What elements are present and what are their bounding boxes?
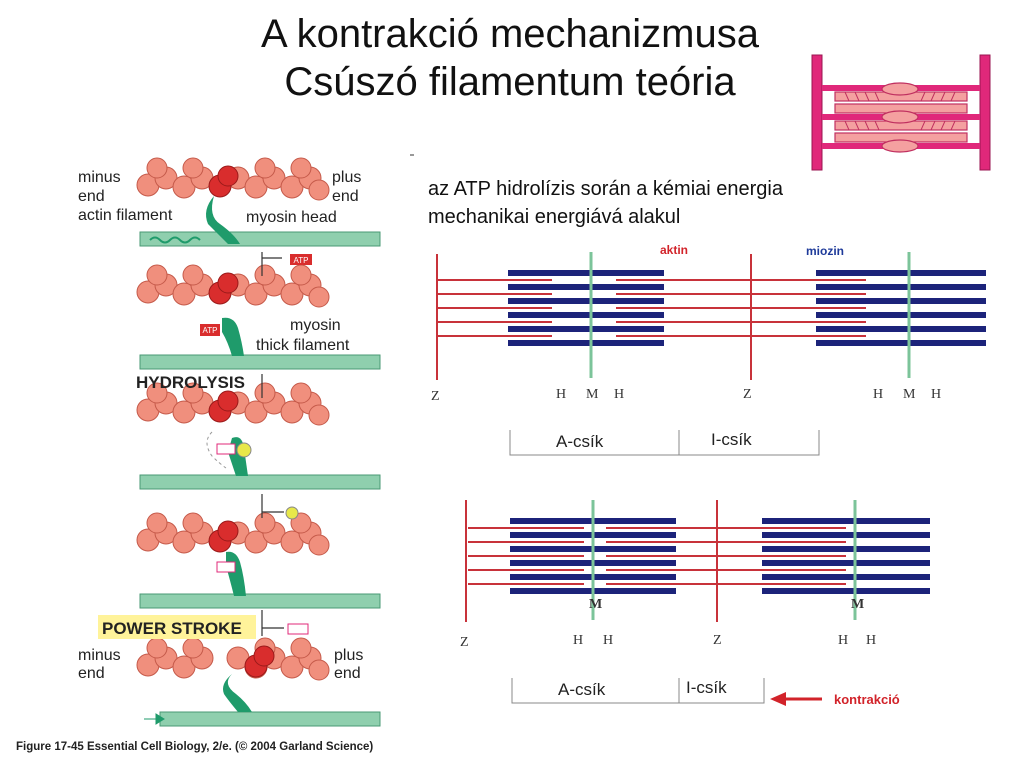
band-bracket-contracted	[511, 678, 765, 704]
m-lines-relaxed	[589, 252, 911, 378]
actin-filament-label: actin filament	[78, 207, 173, 224]
h-label-contracted-4: H	[866, 633, 876, 648]
slide-title: A kontrakció mechanizmusa Csúszó filamen…	[200, 10, 820, 106]
h-label-contracted-1: H	[573, 633, 583, 648]
atp-tag-1: ATP	[294, 256, 309, 265]
minus-end-label-bottom: end	[78, 665, 105, 682]
intro-line-1: az ATP hidrolízis során a kémiai energia	[428, 178, 783, 200]
atp-tag-2: ATP	[203, 326, 218, 335]
myosin-label: myosin	[290, 317, 341, 334]
plus-label-top: plus	[332, 169, 361, 186]
cycle-panel-2: ATP	[136, 264, 381, 370]
h-label-relaxed-3: H	[873, 387, 883, 402]
sarcomere-icon	[811, 54, 991, 171]
h-label-relaxed-2: H	[614, 387, 624, 402]
z-label-contracted-1: Z	[460, 635, 469, 650]
h-label-contracted-2: H	[603, 633, 613, 648]
h-label-relaxed-4: H	[931, 387, 941, 402]
plus-end-label-bottom: end	[334, 665, 361, 682]
minus-label-bottom: minus	[78, 647, 121, 664]
m-lines-contracted	[591, 500, 857, 620]
power-stroke-label: POWER STROKE	[102, 619, 242, 638]
kontrakcio-label: kontrakció	[834, 692, 900, 707]
intro-line-2: mechanikai energiává alakul	[428, 206, 681, 228]
m-label-relaxed-2: M	[903, 387, 916, 402]
a-band-label-contracted: A-csík	[558, 680, 606, 699]
z-lines-relaxed	[436, 254, 752, 380]
band-bracket-relaxed	[509, 430, 820, 456]
myosin-filaments-relaxed	[508, 270, 986, 346]
actin-filament	[136, 157, 330, 201]
cycle-panel-1	[136, 157, 381, 247]
myosin-cycle-figure: ATP	[16, 157, 381, 753]
cycle-arrows	[261, 252, 284, 636]
m-label-contracted-2: M	[851, 597, 864, 612]
intro-text: az ATP hidrolízis során a kémiai energia…	[428, 175, 783, 231]
i-band-label-relaxed: I-csík	[711, 430, 752, 449]
z-label-relaxed-2: Z	[743, 387, 752, 402]
a-band-label-relaxed: A-csík	[556, 432, 604, 451]
m-label-contracted-1: M	[589, 597, 602, 612]
minus-label-top: minus	[78, 169, 121, 186]
cycle-panel-3	[136, 382, 381, 490]
thick-filament-label: thick filament	[256, 337, 350, 354]
sarcomere-relaxed: aktin miozin Z H M H Z H M H A-csík I-cs…	[431, 243, 986, 456]
plus-end-label-top: end	[332, 188, 359, 205]
hydrolysis-label: HYDROLYSIS	[136, 373, 245, 392]
cycle-panel-4	[136, 512, 381, 609]
aktin-label: aktin	[660, 243, 688, 257]
miozin-label: miozin	[806, 244, 844, 258]
m-label-relaxed-1: M	[586, 387, 599, 402]
actin-filaments-relaxed	[438, 279, 866, 337]
plus-label-bottom: plus	[334, 647, 363, 664]
myosin-head-label: myosin head	[246, 209, 337, 226]
figure-caption: Figure 17-45 Essential Cell Biology, 2/e…	[16, 741, 373, 753]
i-band-label-contracted: I-csík	[686, 678, 727, 697]
contraction-arrow-icon	[770, 692, 822, 706]
title-line-2: Csúszó filamentum teória	[284, 60, 736, 104]
h-label-relaxed-1: H	[556, 387, 566, 402]
title-line-1: A kontrakció mechanizmusa	[260, 12, 759, 56]
cycle-panel-5	[136, 637, 381, 727]
actin-filaments-contracted	[468, 527, 846, 585]
sarcomere-contracted: M M Z H H Z H H A-csík I-csík kontrakció	[460, 500, 930, 707]
z-lines-contracted	[465, 500, 718, 622]
h-label-contracted-3: H	[838, 633, 848, 648]
minus-end-label-top: end	[78, 188, 105, 205]
z-label-contracted-2: Z	[713, 633, 722, 648]
z-label-relaxed-1: Z	[431, 389, 440, 404]
